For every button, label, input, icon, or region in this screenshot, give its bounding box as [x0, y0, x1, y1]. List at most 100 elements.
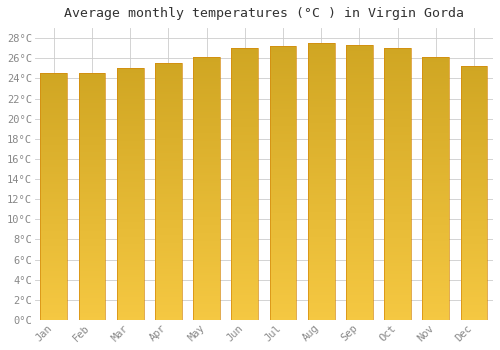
Bar — [308, 229, 334, 231]
Bar — [308, 243, 334, 245]
Bar — [384, 252, 411, 255]
Bar — [232, 73, 258, 75]
Bar — [155, 297, 182, 299]
Bar — [384, 170, 411, 173]
Bar — [384, 228, 411, 230]
Bar — [308, 137, 334, 140]
Bar — [384, 154, 411, 157]
Bar — [232, 70, 258, 73]
Bar — [232, 203, 258, 206]
Bar — [308, 118, 334, 121]
Bar — [78, 216, 106, 219]
Bar — [155, 63, 182, 66]
Bar — [117, 106, 143, 108]
Bar — [270, 208, 296, 210]
Bar — [155, 181, 182, 184]
Bar — [270, 290, 296, 293]
Bar — [422, 141, 449, 144]
Bar — [460, 120, 487, 122]
Bar — [155, 63, 182, 320]
Bar — [78, 278, 106, 280]
Bar — [308, 179, 334, 182]
Bar — [270, 82, 296, 84]
Bar — [460, 132, 487, 135]
Bar — [308, 218, 334, 220]
Bar — [155, 294, 182, 297]
Bar — [193, 204, 220, 207]
Bar — [40, 266, 67, 268]
Bar — [384, 113, 411, 116]
Bar — [460, 297, 487, 300]
Bar — [422, 257, 449, 260]
Bar — [384, 209, 411, 211]
Bar — [232, 195, 258, 198]
Bar — [193, 105, 220, 107]
Bar — [270, 186, 296, 189]
Bar — [308, 314, 334, 317]
Bar — [40, 152, 67, 155]
Bar — [384, 244, 411, 246]
Bar — [78, 236, 106, 239]
Bar — [346, 67, 372, 70]
Bar — [155, 302, 182, 304]
Bar — [155, 120, 182, 122]
Bar — [270, 123, 296, 126]
Bar — [40, 305, 67, 308]
Bar — [346, 210, 372, 213]
Bar — [40, 241, 67, 244]
Bar — [117, 121, 143, 124]
Bar — [346, 191, 372, 194]
Bar — [155, 68, 182, 71]
Bar — [117, 297, 143, 300]
Bar — [384, 315, 411, 317]
Bar — [78, 128, 106, 130]
Bar — [193, 286, 220, 288]
Bar — [422, 168, 449, 170]
Bar — [346, 161, 372, 163]
Bar — [117, 247, 143, 250]
Bar — [78, 150, 106, 152]
Bar — [232, 206, 258, 209]
Bar — [232, 236, 258, 238]
Bar — [308, 98, 334, 101]
Bar — [193, 160, 220, 162]
Bar — [270, 172, 296, 175]
Bar — [78, 308, 106, 310]
Bar — [460, 272, 487, 274]
Bar — [232, 127, 258, 130]
Bar — [40, 273, 67, 275]
Bar — [460, 122, 487, 125]
Bar — [78, 91, 106, 93]
Bar — [384, 266, 411, 268]
Bar — [270, 205, 296, 208]
Bar — [422, 60, 449, 63]
Bar — [384, 263, 411, 266]
Bar — [346, 169, 372, 172]
Bar — [384, 249, 411, 252]
Bar — [232, 252, 258, 255]
Bar — [308, 251, 334, 253]
Bar — [78, 113, 106, 115]
Bar — [308, 173, 334, 176]
Bar — [117, 167, 143, 169]
Bar — [155, 168, 182, 171]
Bar — [78, 261, 106, 263]
Bar — [346, 111, 372, 114]
Bar — [40, 96, 67, 98]
Bar — [270, 271, 296, 273]
Bar — [40, 211, 67, 214]
Bar — [232, 225, 258, 228]
Bar — [155, 107, 182, 110]
Bar — [460, 66, 487, 320]
Bar — [346, 276, 372, 279]
Bar — [155, 163, 182, 166]
Bar — [308, 49, 334, 51]
Bar — [270, 84, 296, 87]
Bar — [117, 292, 143, 295]
Bar — [155, 122, 182, 125]
Bar — [193, 57, 220, 320]
Bar — [155, 112, 182, 114]
Bar — [155, 251, 182, 253]
Bar — [40, 81, 67, 83]
Bar — [422, 152, 449, 154]
